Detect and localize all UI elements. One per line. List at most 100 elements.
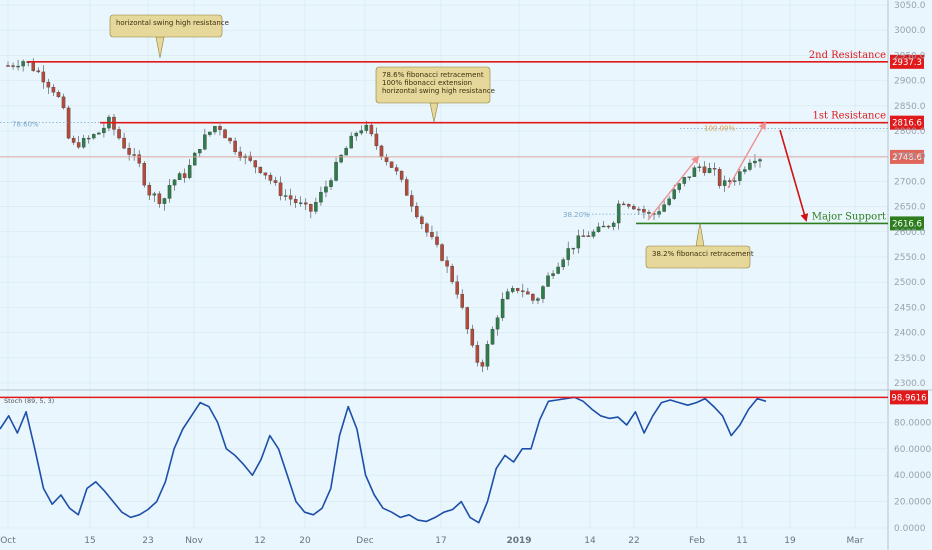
candle-body (551, 273, 555, 276)
candle-body (56, 92, 61, 98)
price-y-tick: 2800.0 (894, 127, 926, 137)
projection-arrow-down (779, 129, 809, 222)
candle-body (162, 198, 167, 204)
candle-body (61, 96, 66, 109)
candle-body (415, 206, 419, 218)
candle-body (536, 298, 540, 301)
candle-body (374, 133, 379, 147)
candle-body (485, 344, 490, 367)
price-y-tick: 2400.0 (894, 329, 926, 339)
candle-body (541, 286, 545, 299)
candle-body (581, 235, 586, 237)
candle-body (697, 166, 702, 168)
callout-line: 38.2% fibonacci retracement (652, 250, 754, 258)
price-axis: 3050.0 3000.0 2950.0 2900.0 2850.0 2800.0 2750… (894, 1, 926, 389)
candle-body (753, 160, 757, 164)
candle-body (692, 167, 697, 177)
last-price-tag (890, 149, 924, 164)
candle-body (339, 154, 343, 163)
candle-body (727, 180, 732, 182)
time-x-tick: 2019 (506, 536, 531, 546)
price-candles (6, 58, 762, 373)
candle-body (515, 288, 520, 291)
candle-body (6, 65, 10, 67)
candle-body (87, 137, 91, 140)
level-price-tag (890, 54, 924, 69)
candle-body (329, 180, 333, 187)
time-x-tick: 22 (628, 536, 639, 546)
price-y-tick: 2600.0 (894, 228, 926, 238)
price-y-tick: 2550.0 (894, 253, 926, 263)
candle-body (611, 222, 616, 227)
candle-body (309, 204, 313, 212)
candle-body (526, 291, 530, 295)
candle-body (152, 193, 157, 196)
price-y-tick: 2500.0 (894, 278, 926, 288)
price-y-tick: 2350.0 (894, 354, 926, 364)
candle-body (672, 189, 676, 199)
candle-body (682, 177, 687, 184)
candle-body (379, 145, 384, 157)
candle-body (228, 137, 232, 142)
stoch-indicator-label: Stoch (89, 5, 3) (4, 397, 54, 405)
candle-body (475, 345, 480, 363)
candle-body (293, 199, 298, 204)
candle-body (187, 165, 192, 178)
candle-body (21, 61, 25, 67)
level-lines: 2nd Resistance 2937.3 1st Resistance 2816.6… (0, 50, 924, 231)
candle-body (758, 159, 762, 162)
candle-body (102, 127, 106, 134)
time-x-tick: 14 (584, 536, 596, 546)
callout-left: horizontal swing high resistance (109, 14, 229, 59)
candle-body (702, 166, 707, 173)
time-x-tick: Dec (356, 536, 373, 546)
candle-body (127, 148, 131, 155)
candle-body (273, 180, 278, 183)
candle-body (440, 244, 444, 261)
time-x-tick: 12 (254, 536, 265, 546)
callout-line: 100% fibonacci extension (382, 79, 472, 87)
stoch-value-tag (890, 390, 928, 405)
projection-arrows (647, 121, 809, 222)
price-y-tick: 3050.0 (894, 1, 926, 11)
time-x-tick: Feb (689, 536, 705, 546)
candle-body (566, 248, 570, 260)
callout-line: 78.6% fibonacci retracement (382, 71, 484, 79)
candle-body (425, 223, 429, 233)
candle-body (500, 298, 505, 318)
candle-body (41, 71, 46, 83)
level-name-label: 1st Resistance (812, 111, 886, 122)
stoch-y-tick: 20.0000 (894, 498, 931, 508)
candle-body (642, 209, 646, 213)
last-price-tag-text: 2748.6 (892, 153, 922, 163)
candle-body (203, 134, 207, 150)
candle-body (601, 225, 606, 228)
time-x-tick: Oct (0, 536, 16, 546)
candle-body (248, 155, 253, 161)
candle-body (505, 291, 510, 300)
candle-body (36, 70, 41, 73)
projection-arrow-1 (647, 155, 700, 221)
candle-body (399, 170, 404, 180)
candle-body (46, 81, 51, 88)
callouts: horizontal swing high resistance 78.6% fi… (109, 14, 754, 269)
candle-body (122, 137, 126, 149)
candle-body (384, 156, 389, 162)
candle-body (521, 290, 525, 292)
candle-body (177, 173, 182, 181)
candle-body (738, 171, 742, 181)
candle-body (92, 134, 96, 139)
candle-body (591, 231, 596, 237)
callout-box (375, 66, 491, 104)
candle-body (354, 132, 358, 137)
stoch-y-tick: 80.0000 (894, 418, 931, 428)
candle-body (687, 176, 692, 178)
candle-body (662, 204, 666, 212)
candle-body (616, 203, 621, 224)
level-name-label: 2nd Resistance (809, 50, 886, 61)
stoch-y-tick: 0.0000 (894, 524, 926, 534)
price-y-tick: 2950.0 (894, 51, 926, 61)
candle-body (546, 275, 550, 287)
candle-body (404, 179, 409, 196)
candle-body (359, 130, 364, 134)
